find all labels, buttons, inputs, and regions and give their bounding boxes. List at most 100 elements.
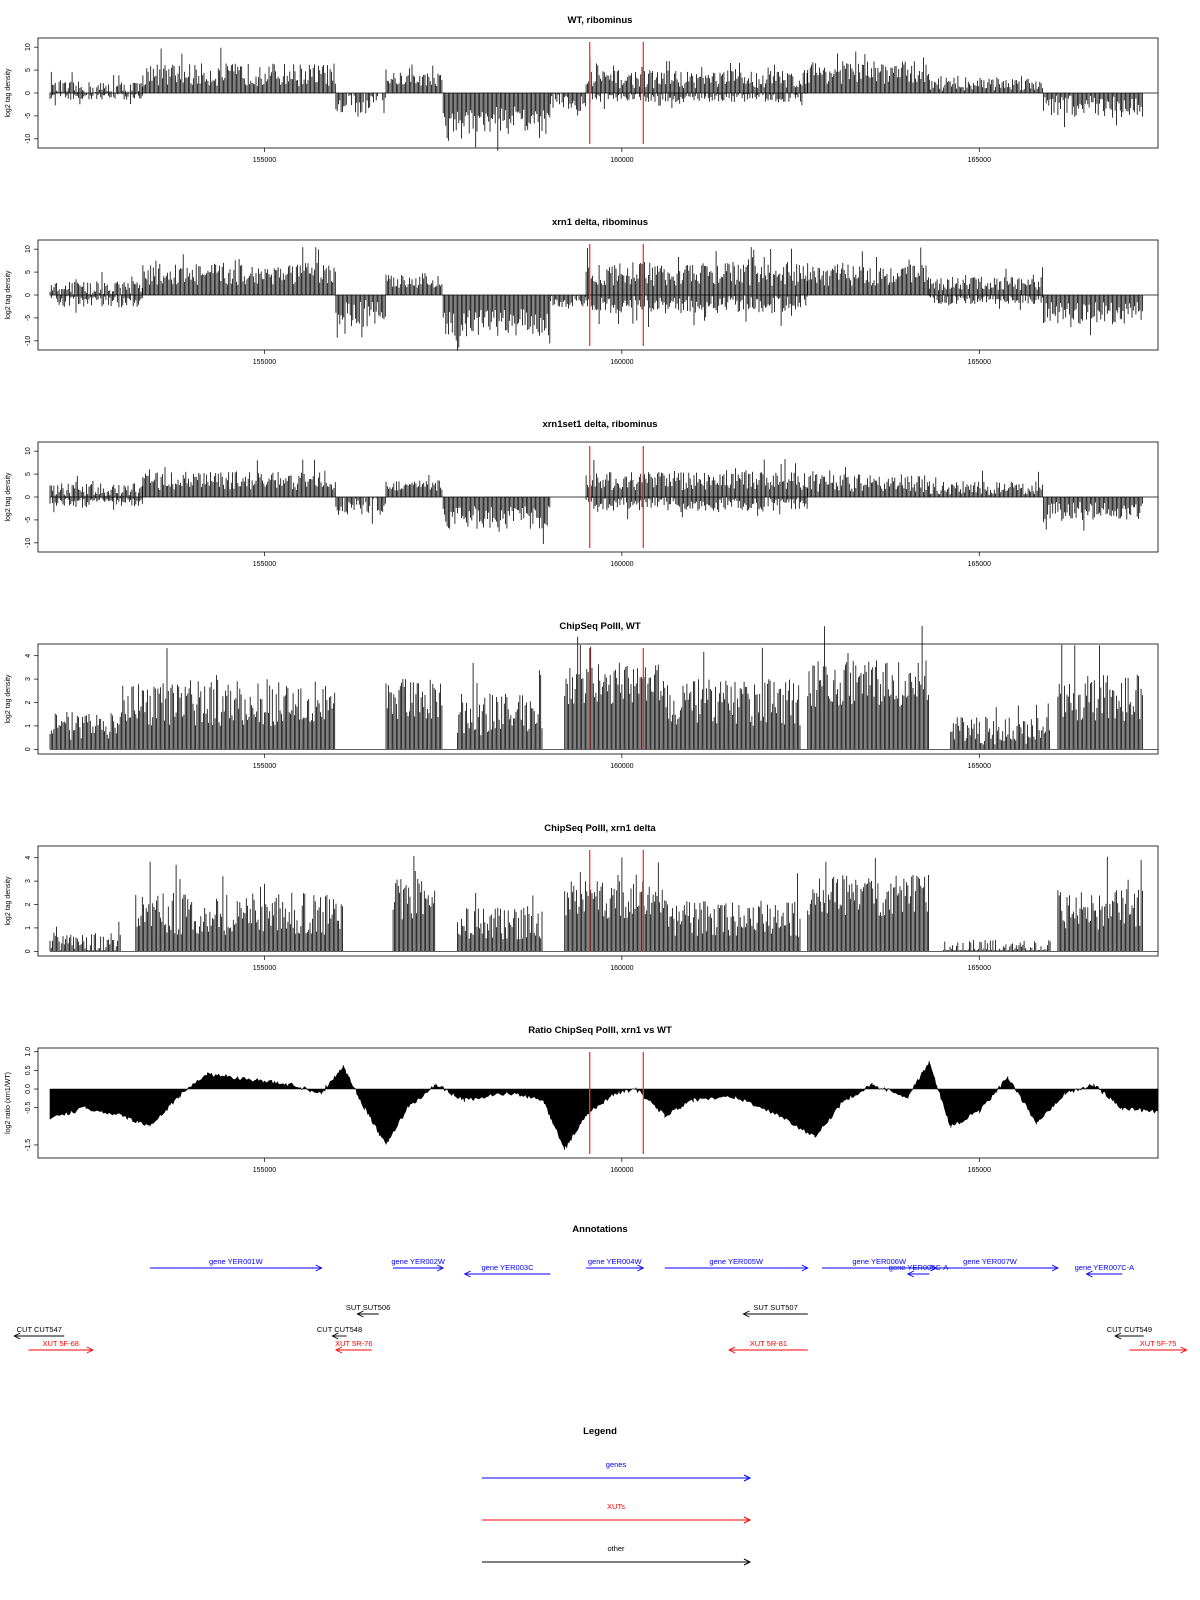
density-bar-group [142,47,336,93]
density-bar-group [550,295,586,309]
legend: Legend [583,1426,617,1437]
density-bar-group [1043,497,1143,531]
feature-gene-yer004w: gene YER004W [588,1257,643,1266]
arrow-left-icon [331,1332,339,1340]
x-tick-label: 160000 [610,965,633,972]
feature-label: gene YER006W [852,1257,907,1266]
density-bar-group [943,940,1051,952]
feature-label: gene YER003C [482,1263,535,1272]
chart-panel-6: Ratio ChipSeq PolII, xrn1 vs WT log2 rati… [5,1025,991,1174]
density-bar-group [457,662,543,750]
density-bar-group [49,93,143,106]
arrow-left-icon [906,1270,915,1278]
feature-gene-yer007c-a: gene YER007C-A [1075,1263,1134,1272]
y-tick-label: -10 [25,538,32,548]
x-tick-label: 155000 [253,359,276,366]
density-bar-group [335,497,386,524]
y-tick-label: -0.5 [25,1102,32,1114]
y-tick-label: 4 [25,856,32,860]
plot-frame [37,845,1159,957]
feature-gene-yer002w: gene YER002W [391,1257,446,1266]
feature-label: CUT CUT547 [17,1325,62,1334]
feature-label: SUT SUT506 [346,1303,390,1312]
arrow-left-icon [13,1332,21,1340]
x-tick-label: 160000 [610,561,633,568]
feature-gene-yer001w: gene YER001W [209,1257,264,1266]
density-bar-group [928,295,1043,310]
density-bar-group [457,893,543,952]
feature-cut-cut547: CUT CUT547 [17,1325,62,1334]
density-bar-group [1043,93,1143,128]
density-bar-group [928,76,1043,93]
x-tick-label: 160000 [610,1167,633,1174]
x-tick-label: 165000 [968,157,991,164]
feature-label: XUT 5R-76 [335,1339,372,1348]
x-tick-label: 165000 [968,1167,991,1174]
density-bar-group [585,295,808,327]
feature-label: XUT 5F-75 [1140,1339,1177,1348]
arrow-right-icon [743,1558,752,1566]
y-axis-label: log2 tag density [5,68,12,118]
density-bar-group [121,648,336,750]
density-bar-group [49,71,143,93]
arrow-right-icon [637,1264,645,1272]
y-tick-label: 3 [25,879,32,883]
density-bar-group [335,93,386,117]
x-tick-label: 155000 [253,157,276,164]
arrow-left-icon [463,1270,471,1278]
arrow-left-icon [728,1346,736,1354]
legend-item-genes: genes [606,1460,627,1469]
arrow-right-icon [1180,1346,1188,1354]
density-bar-group [1057,856,1143,952]
y-axis-label: log2 tag density [5,876,12,926]
density-bar-group [1043,295,1143,336]
chart-panel-3: xrn1set1 delta, ribominus log2 tag densit… [5,419,991,568]
arrow-right-icon [743,1474,752,1482]
density-bar-group [550,93,586,116]
feature-label: gene YER007C-A [1075,1263,1134,1272]
density-bar-group [49,921,121,952]
density-bar-group [49,497,143,513]
chart-title: Ratio ChipSeq PolII, xrn1 vs WT [528,1025,672,1036]
y-tick-label: 4 [25,654,32,658]
chart-panel-5: ChipSeq PolII, xrn1 delta log2 tag densit… [5,823,991,972]
arrow-right-icon [801,1264,809,1272]
feature-label: gene YER005W [709,1257,764,1266]
density-bar-group [385,64,443,93]
legend-label: XUTs [607,1502,625,1511]
y-tick-label: -5 [25,113,32,119]
density-bar-group [135,861,343,952]
y-tick-label: 0.0 [25,1084,32,1094]
chart-title: ChipSeq PolII, xrn1 delta [544,823,656,834]
density-bar-group [442,295,551,351]
plot-frame [37,643,1159,755]
x-tick-label: 160000 [610,157,633,164]
y-tick-label: -5 [25,517,32,523]
feature-xut-5r-76: XUT 5R-76 [335,1339,372,1348]
y-tick-label: 0 [25,747,32,751]
y-tick-label: 2 [25,902,32,906]
density-bar-group [335,295,386,338]
feature-label: gene YER002W [391,1257,446,1266]
density-bar-group [807,51,929,93]
density-bar-group [49,712,121,750]
legend-title: Legend [583,1426,617,1437]
feature-gene-yer006c-a: gene YER006C-A [889,1263,948,1272]
density-bar-group [142,459,336,497]
y-tick-label: 5 [25,472,32,476]
y-tick-label: 0.5 [25,1065,32,1075]
feature-xut-5f-75: XUT 5F-75 [1140,1339,1177,1348]
y-axis-label: log2 ratio (xrn1/WT) [5,1072,12,1134]
density-bar-group [385,678,443,750]
density-bar-group [392,856,436,952]
feature-label: gene YER001W [209,1257,264,1266]
arrow-left-icon [1085,1270,1093,1278]
y-tick-label: -10 [25,336,32,346]
legend-label: other [607,1544,625,1553]
feature-label: CUT CUT549 [1107,1325,1152,1334]
density-bar-group [664,873,801,952]
feature-xut-5f-68: XUT 5F-68 [42,1339,79,1348]
feature-sut-sut506: SUT SUT506 [346,1303,390,1312]
arrow-right-icon [743,1516,752,1524]
